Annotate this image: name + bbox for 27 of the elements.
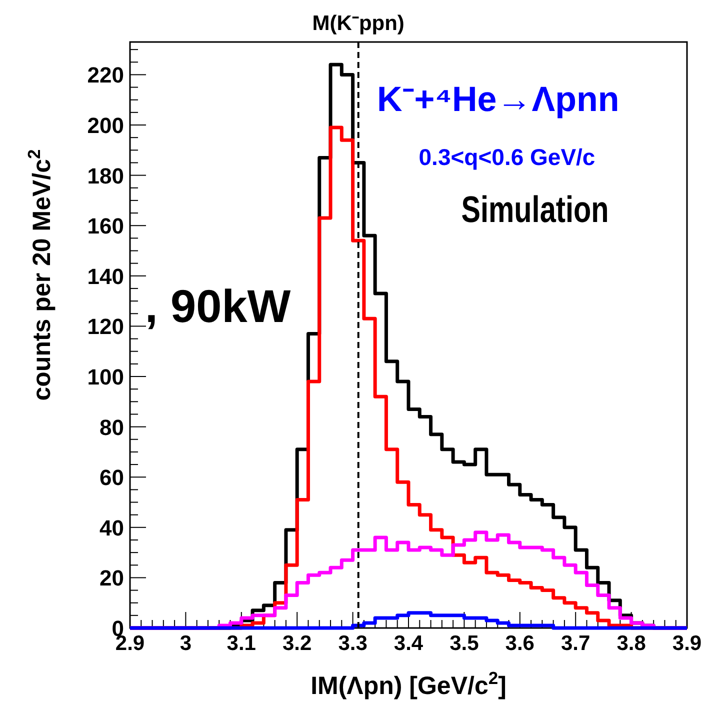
y-tick-label: 100 bbox=[87, 364, 124, 390]
x-tick-label: 3.8 bbox=[616, 632, 646, 655]
x-tick-label: 3.4 bbox=[394, 632, 424, 655]
x-tick-label: 3.2 bbox=[282, 632, 312, 655]
x-tick-label: 3.5 bbox=[450, 632, 480, 655]
x-tick-label: 3.1 bbox=[226, 632, 256, 655]
y-tick-label: 200 bbox=[87, 112, 124, 138]
y-tick-label: 160 bbox=[87, 214, 124, 239]
annotation: Simulation bbox=[461, 190, 609, 231]
annotation: 0.3<q<0.6 GeV/c bbox=[418, 144, 596, 170]
y-tick-label: 140 bbox=[87, 264, 124, 289]
y-tick-label: 80 bbox=[100, 414, 124, 440]
annotation: , 90kW bbox=[145, 280, 292, 332]
x-tick-label: 3.6 bbox=[505, 632, 534, 655]
y-tick-label: 40 bbox=[100, 515, 124, 540]
y-tick-label: 180 bbox=[87, 163, 124, 188]
y-tick-label: 20 bbox=[100, 566, 124, 591]
x-tick-label: 3.3 bbox=[338, 632, 368, 655]
annotation: K⁻+⁴He→Λpnn bbox=[377, 80, 620, 119]
ref-line-label: M(K⁻ppn) bbox=[312, 12, 404, 35]
x-tick-label: 3.7 bbox=[561, 632, 590, 655]
x-tick-label: 3 bbox=[180, 632, 192, 655]
x-tick-label: 3.9 bbox=[672, 632, 702, 655]
y-tick-label: 60 bbox=[100, 465, 124, 490]
x-axis-title: IM(Λpn) [GeV/c$^{2}$] bbox=[310, 668, 506, 700]
y-tick-label: 220 bbox=[87, 62, 124, 88]
y-tick-label: 120 bbox=[87, 314, 124, 340]
